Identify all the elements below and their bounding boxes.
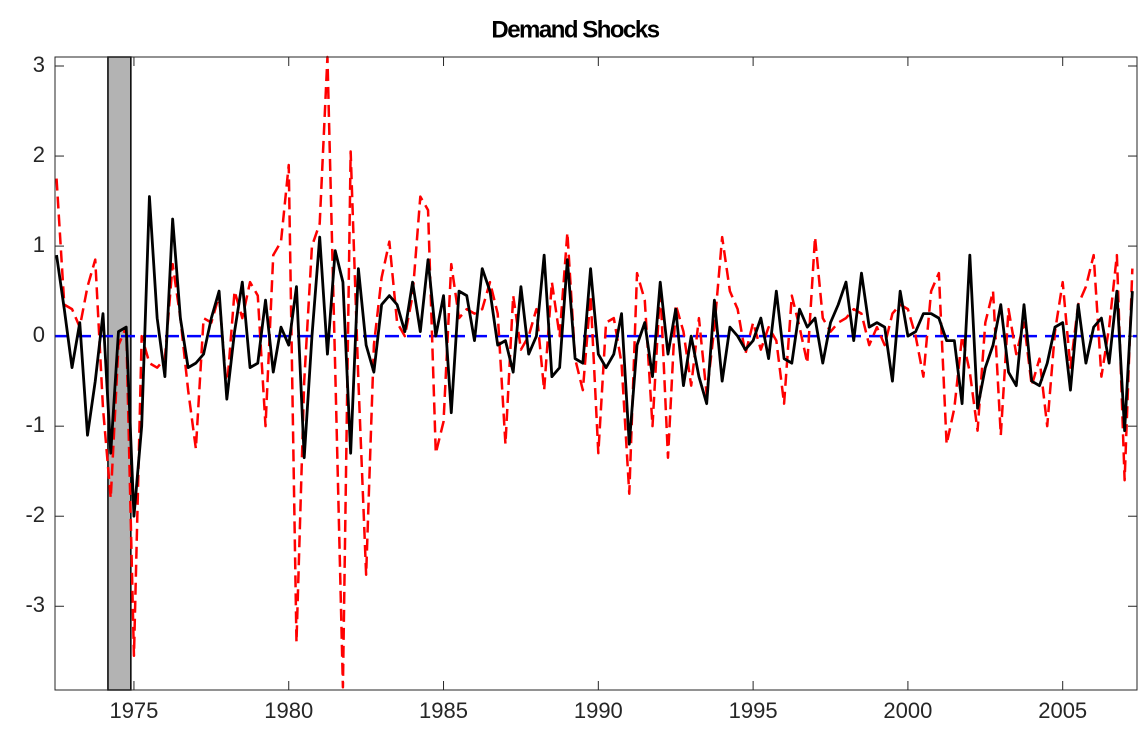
y-tick-label: -3: [25, 592, 45, 617]
x-tick-label: 2000: [883, 698, 932, 723]
chart-title: Demand Shocks: [491, 16, 659, 43]
y-tick-label: -1: [25, 412, 45, 437]
y-tick-label: 1: [33, 232, 45, 257]
line-series: [55, 195, 1134, 518]
line-series: [55, 55, 1134, 689]
x-tick-label: 1995: [729, 698, 778, 723]
x-tick-label: 1985: [419, 698, 468, 723]
y-tick-label: 2: [33, 142, 45, 167]
y-tick-label: 3: [33, 52, 45, 77]
x-tick-label: 2005: [1038, 698, 1087, 723]
x-tick-label: 1975: [109, 698, 158, 723]
x-tick-label: 1980: [264, 698, 313, 723]
y-tick-label: -2: [25, 502, 45, 527]
plot-frame: [54, 56, 1138, 691]
y-tick-label: 0: [33, 322, 45, 347]
x-tick-label: 1990: [574, 698, 623, 723]
